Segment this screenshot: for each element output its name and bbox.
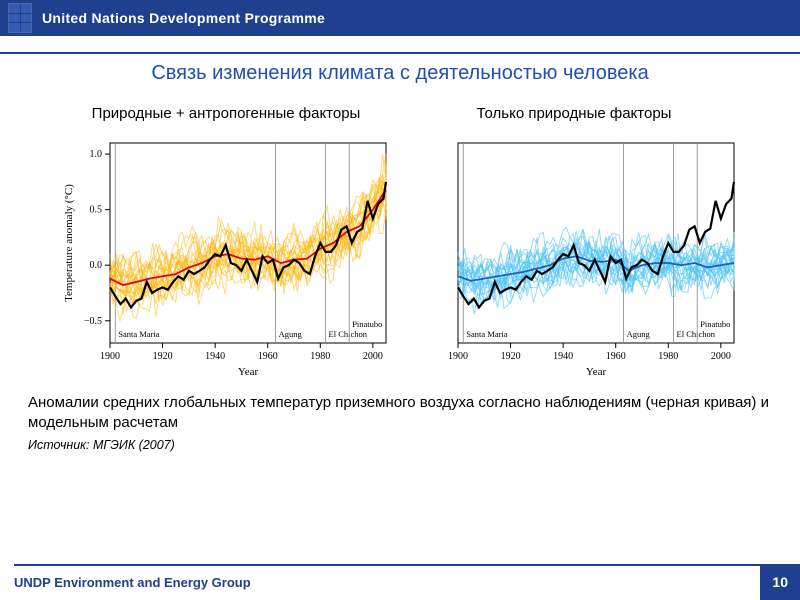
page-number: 10 [760,564,800,600]
svg-text:1920: 1920 [501,351,521,362]
svg-text:1.0: 1.0 [90,149,103,160]
svg-text:0.0: 0.0 [90,260,103,271]
svg-text:1900: 1900 [448,351,468,362]
slide-title: Связь изменения климата с деятельностью … [0,62,800,85]
source-text: Источник: МГЭИК (2007) [0,436,800,452]
left-chart: Santa Maria Agung El ChichonPinatubo 1900 19… [56,133,396,383]
body-text: Аномалии средних глобальных температур п… [0,383,800,436]
svg-text:Pinatubo: Pinatubo [352,319,382,329]
svg-text:2000: 2000 [363,351,383,362]
divider [0,52,800,54]
charts-row: Природные + антропогенные факторы Santa … [0,93,800,383]
svg-text:1900: 1900 [100,351,120,362]
right-chart-column: Только природные факторы Santa Maria Agun… [404,93,744,383]
left-chart-caption: Природные + антропогенные факторы [86,93,367,133]
svg-text:1960: 1960 [606,351,626,362]
svg-text:Year: Year [586,366,607,378]
left-chart-column: Природные + антропогенные факторы Santa … [56,93,396,383]
svg-text:2000: 2000 [711,351,731,362]
svg-text:−0.5: −0.5 [84,316,102,327]
svg-text:1980: 1980 [658,351,678,362]
svg-text:Santa Maria: Santa Maria [118,329,160,339]
svg-text:1920: 1920 [153,351,173,362]
svg-text:Temperature anomaly (°C): Temperature anomaly (°C) [63,184,75,302]
svg-text:El Chichon: El Chichon [677,329,716,339]
svg-text:1960: 1960 [258,351,278,362]
svg-text:El Chichon: El Chichon [329,329,368,339]
svg-text:0.5: 0.5 [90,205,103,216]
svg-text:1980: 1980 [310,351,330,362]
right-chart-caption: Только природные факторы [471,93,678,133]
footer: UNDP Environment and Energy Group 10 [0,564,800,600]
footer-group: UNDP Environment and Energy Group [0,575,251,590]
svg-text:Santa Maria: Santa Maria [466,329,508,339]
svg-text:Agung: Agung [279,329,303,339]
undp-logo-icon [8,3,32,33]
svg-text:1940: 1940 [205,351,225,362]
svg-text:Agung: Agung [627,329,651,339]
right-chart: Santa Maria Agung El ChichonPinatubo 1900 19… [404,133,744,383]
header-band: United Nations Development Programme [0,0,800,36]
svg-text:1940: 1940 [553,351,573,362]
svg-text:Year: Year [238,366,259,378]
svg-text:Pinatubo: Pinatubo [700,319,730,329]
header-title: United Nations Development Programme [42,10,325,26]
